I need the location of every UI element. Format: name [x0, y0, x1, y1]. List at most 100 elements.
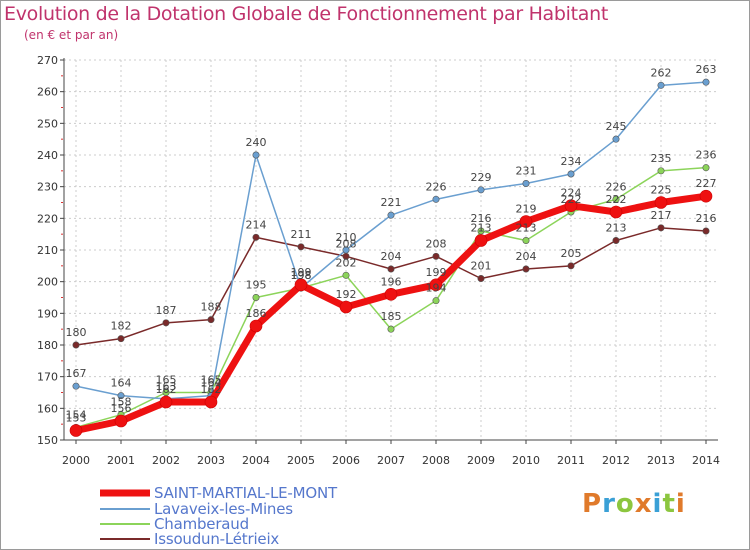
data-point-1	[612, 135, 620, 143]
data-label-2: 195	[246, 279, 267, 292]
x-tick-label: 2011	[557, 454, 585, 467]
data-point-1	[117, 392, 125, 400]
y-tick-label: 230	[37, 181, 58, 194]
data-point-2	[477, 227, 485, 235]
data-label-3: 180	[66, 326, 87, 339]
legend-label-chamberaud: Chamberaud	[154, 515, 249, 533]
data-label-1: 229	[471, 171, 492, 184]
data-label-2: 185	[381, 310, 402, 323]
y-tick-label: 200	[37, 276, 58, 289]
data-label-2: 222	[561, 193, 582, 206]
data-label-2: 216	[471, 212, 492, 225]
data-point-0	[384, 288, 398, 301]
x-tick-label: 2010	[512, 454, 540, 467]
data-point-3	[567, 262, 575, 270]
x-tick-label: 2012	[602, 454, 630, 467]
x-tick-label: 2009	[467, 454, 495, 467]
data-label-0: 199	[426, 266, 447, 279]
data-label-1: 226	[426, 180, 447, 193]
data-point-1	[387, 211, 395, 219]
legend-label-issoudun: Issoudun-Létrieix	[154, 530, 280, 548]
data-label-0: 199	[291, 266, 312, 279]
data-point-2	[387, 325, 395, 333]
data-label-0: 162	[156, 383, 177, 396]
data-label-1: 167	[66, 367, 87, 380]
data-point-0	[69, 424, 83, 437]
data-label-1: 221	[381, 196, 402, 209]
x-tick-label: 2000	[62, 454, 90, 467]
data-label-0: 213	[471, 222, 492, 235]
data-point-0	[294, 278, 308, 292]
data-label-1: 210	[336, 231, 357, 244]
data-point-2	[612, 195, 620, 203]
legend-swatch-issoudun	[100, 538, 150, 540]
data-label-0: 227	[696, 177, 717, 190]
legend-label-saint-martial: SAINT-MARTIAL-LE-MONT	[154, 484, 337, 502]
x-tick-label: 2005	[287, 454, 315, 467]
data-point-2	[657, 167, 665, 175]
legend-swatch-lavaveix	[100, 508, 150, 510]
data-label-0: 225	[651, 184, 672, 197]
legend-swatch-saint-martial	[100, 489, 150, 497]
x-tick-label: 2002	[152, 454, 180, 467]
data-point-1	[252, 151, 260, 159]
data-label-3: 201	[471, 260, 492, 273]
y-tick-label: 160	[37, 402, 58, 415]
data-label-2: 235	[651, 152, 672, 165]
data-label-1: 163	[156, 380, 177, 393]
y-tick-label: 270	[37, 54, 58, 67]
data-label-2: 213	[516, 222, 537, 235]
data-point-0	[519, 215, 533, 228]
data-label-3: 208	[336, 237, 357, 250]
data-point-1	[432, 195, 440, 203]
data-point-1	[72, 382, 80, 390]
data-label-1: 262	[651, 66, 672, 79]
data-label-1: 164	[111, 377, 132, 390]
data-point-3	[387, 265, 395, 273]
data-point-2	[702, 164, 710, 172]
data-point-0	[474, 234, 488, 247]
data-label-0: 219	[516, 203, 537, 216]
x-tick-label: 2013	[647, 454, 675, 467]
data-label-2: 165	[156, 374, 177, 387]
data-point-0	[249, 319, 263, 333]
data-label-3: 211	[291, 228, 312, 241]
y-tick-label: 260	[37, 86, 58, 99]
x-tick-label: 2008	[422, 454, 450, 467]
data-point-2	[252, 293, 260, 301]
data-point-0	[429, 278, 443, 292]
data-label-3: 213	[606, 222, 627, 235]
data-label-3: 208	[426, 237, 447, 250]
data-point-3	[432, 252, 440, 260]
data-label-3: 217	[651, 209, 672, 222]
data-point-3	[477, 274, 485, 282]
x-tick-label: 2004	[242, 454, 270, 467]
data-label-1: 164	[201, 377, 222, 390]
data-label-1: 198	[291, 269, 312, 282]
y-tick-label: 170	[37, 371, 58, 384]
chart-title: Evolution de la Dotation Globale de Fonc…	[4, 3, 609, 25]
data-label-2: 202	[336, 256, 357, 269]
x-tick-label: 2006	[332, 454, 360, 467]
x-tick-label: 2001	[107, 454, 135, 467]
data-label-0: 153	[66, 412, 87, 425]
data-label-0: 192	[336, 288, 357, 301]
data-point-1	[477, 186, 485, 194]
y-tick-label: 180	[37, 339, 58, 352]
data-point-1	[657, 81, 665, 89]
data-label-3: 214	[246, 218, 267, 231]
y-tick-label: 150	[37, 434, 58, 447]
data-label-0: 162	[201, 383, 222, 396]
data-point-0	[609, 205, 623, 219]
data-label-3: 204	[381, 250, 402, 263]
data-label-1: 234	[561, 155, 582, 168]
data-point-3	[657, 224, 665, 232]
data-point-0	[564, 199, 578, 212]
data-point-1	[342, 246, 350, 254]
y-tick-label: 240	[37, 149, 58, 162]
data-label-3: 182	[111, 320, 132, 333]
data-label-3: 204	[516, 250, 537, 263]
data-point-3	[207, 316, 215, 324]
data-label-0: 156	[111, 402, 132, 415]
